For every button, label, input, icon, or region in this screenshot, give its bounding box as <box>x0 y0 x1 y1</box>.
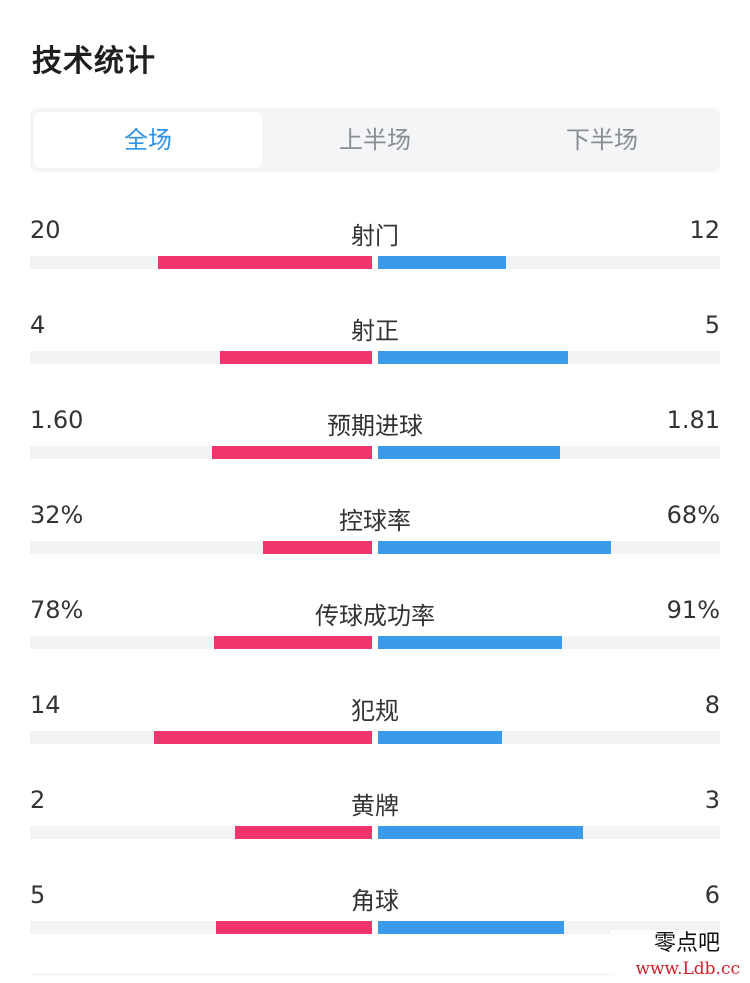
page-title: 技术统计 <box>32 44 156 79</box>
home-track <box>30 256 372 269</box>
stat-label: 射正 <box>351 317 399 345</box>
stat-row-yellow-cards: 2 黄牌 3 <box>30 786 720 866</box>
stat-label: 传球成功率 <box>315 602 435 630</box>
away-value: 6 <box>704 881 720 909</box>
stat-row-fouls: 14 犯规 8 <box>30 691 720 771</box>
divider <box>30 974 720 975</box>
home-track <box>30 636 372 649</box>
tab-first-half[interactable]: 上半场 <box>339 126 411 154</box>
period-tabs: 全场 上半场 下半场 <box>30 108 720 172</box>
away-value: 1.81 <box>666 406 720 434</box>
home-bar <box>220 351 372 364</box>
stat-row-shots-on-target: 4 射正 5 <box>30 311 720 391</box>
away-value: 5 <box>704 311 720 339</box>
stat-label: 角球 <box>351 887 399 915</box>
comparison-bar <box>30 826 720 839</box>
away-bar <box>378 541 611 554</box>
home-bar <box>216 921 372 934</box>
watermark: 零点吧 www.Ldb.cc <box>610 930 740 980</box>
home-value: 14 <box>30 691 61 719</box>
away-bar <box>378 731 502 744</box>
away-track <box>378 731 720 744</box>
stat-label: 犯规 <box>351 697 399 725</box>
away-value: 12 <box>689 216 720 244</box>
away-track <box>378 446 720 459</box>
home-track <box>30 351 372 364</box>
home-bar <box>154 731 372 744</box>
away-value: 68% <box>666 501 720 529</box>
tab-second-half[interactable]: 下半场 <box>566 126 638 154</box>
home-track <box>30 731 372 744</box>
away-track <box>378 826 720 839</box>
away-bar <box>378 256 506 269</box>
away-bar <box>378 446 560 459</box>
stat-row-expected-goals: 1.60 预期进球 1.81 <box>30 406 720 486</box>
away-bar <box>378 351 568 364</box>
stat-row-shots: 20 射门 12 <box>30 216 720 296</box>
away-track <box>378 541 720 554</box>
away-value: 91% <box>666 596 720 624</box>
home-bar <box>158 256 372 269</box>
comparison-bar <box>30 636 720 649</box>
watermark-url: www.Ldb.cc <box>635 959 740 979</box>
stat-label: 射门 <box>351 222 399 250</box>
home-value: 1.60 <box>30 406 84 434</box>
home-track <box>30 541 372 554</box>
home-bar <box>212 446 372 459</box>
home-track <box>30 921 372 934</box>
away-track <box>378 636 720 649</box>
away-bar <box>378 636 562 649</box>
home-track <box>30 446 372 459</box>
comparison-bar <box>30 256 720 269</box>
stat-row-possession: 32% 控球率 68% <box>30 501 720 581</box>
home-bar <box>235 826 372 839</box>
away-track <box>378 256 720 269</box>
home-bar <box>214 636 372 649</box>
away-value: 8 <box>704 691 720 719</box>
home-value: 4 <box>30 311 46 339</box>
away-value: 3 <box>704 786 720 814</box>
stat-row-pass-accuracy: 78% 传球成功率 91% <box>30 596 720 676</box>
home-value: 2 <box>30 786 46 814</box>
comparison-bar <box>30 351 720 364</box>
stat-label: 预期进球 <box>327 412 423 440</box>
stat-label: 黄牌 <box>351 792 399 820</box>
comparison-bar <box>30 731 720 744</box>
tab-full-match[interactable]: 全场 <box>34 112 262 168</box>
home-bar <box>263 541 372 554</box>
away-bar <box>378 921 564 934</box>
home-value: 78% <box>30 596 84 624</box>
away-bar <box>378 826 583 839</box>
home-value: 5 <box>30 881 46 909</box>
stat-label: 控球率 <box>339 507 411 535</box>
home-value: 32% <box>30 501 84 529</box>
home-value: 20 <box>30 216 61 244</box>
watermark-name: 零点吧 <box>653 931 720 956</box>
home-track <box>30 826 372 839</box>
away-track <box>378 351 720 364</box>
comparison-bar <box>30 541 720 554</box>
comparison-bar <box>30 446 720 459</box>
